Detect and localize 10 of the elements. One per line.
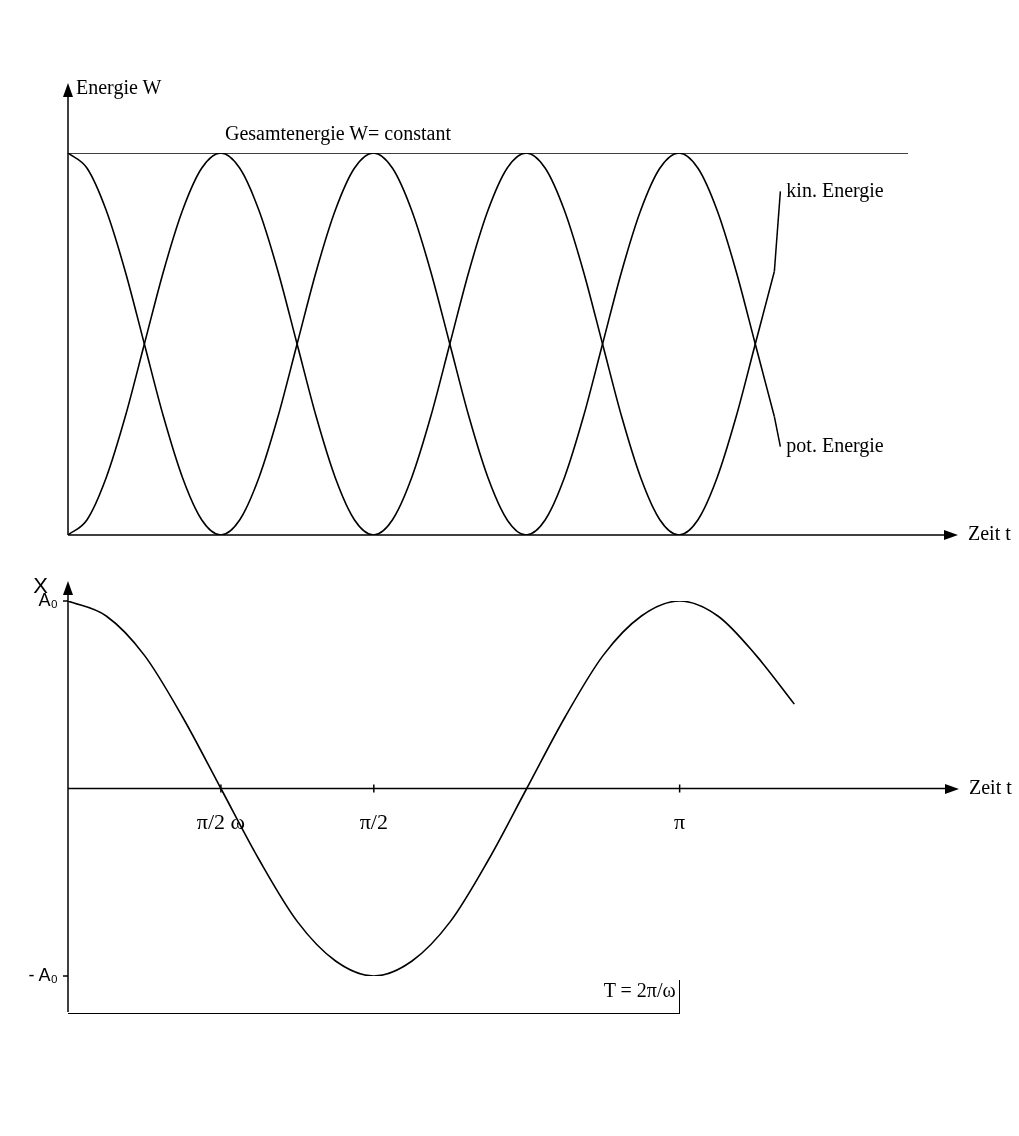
legend-label: pot. Energie: [786, 433, 884, 457]
x-tick-label: π/2: [359, 809, 388, 835]
y-axis-title: Energie W: [76, 76, 162, 100]
text: T = 2π/ω: [603, 979, 676, 1002]
text: - A₀: [28, 964, 58, 985]
series-label: Gesamtenergie W= constant: [224, 122, 452, 146]
text: kin. Energie: [786, 178, 884, 202]
x-tick-label: π: [674, 809, 686, 835]
x-axis-title: Zeit t: [968, 522, 1012, 545]
x-axis-title: Zeit t: [969, 775, 1013, 798]
